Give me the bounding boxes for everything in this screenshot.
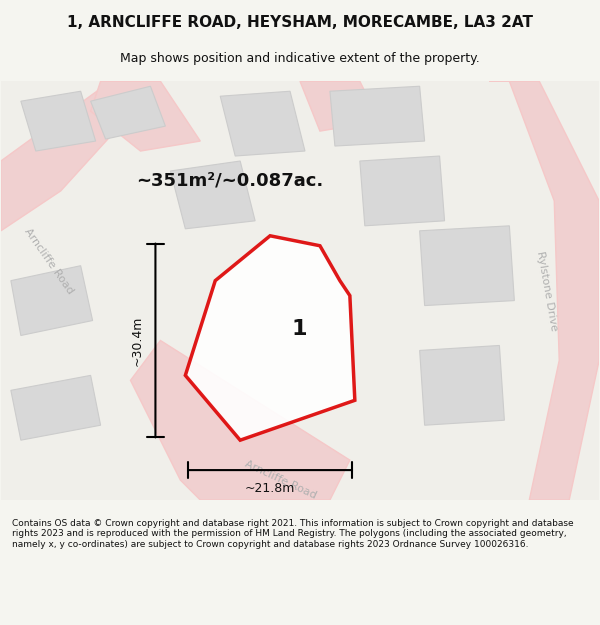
Polygon shape xyxy=(300,81,380,131)
Polygon shape xyxy=(21,91,95,151)
Polygon shape xyxy=(91,81,200,151)
Text: Arncliffe Road: Arncliffe Road xyxy=(242,459,317,501)
Text: Arncliffe Road: Arncliffe Road xyxy=(22,226,75,296)
Polygon shape xyxy=(131,341,350,500)
Text: Contains OS data © Crown copyright and database right 2021. This information is : Contains OS data © Crown copyright and d… xyxy=(12,519,574,549)
Text: ~30.4m: ~30.4m xyxy=(131,315,144,366)
Polygon shape xyxy=(185,236,355,440)
Polygon shape xyxy=(360,156,445,226)
Polygon shape xyxy=(1,81,160,231)
Polygon shape xyxy=(490,81,599,500)
Polygon shape xyxy=(330,86,425,146)
Polygon shape xyxy=(170,161,255,229)
Text: ~21.8m: ~21.8m xyxy=(245,481,295,494)
Text: Rylstone Drive: Rylstone Drive xyxy=(535,250,559,331)
Polygon shape xyxy=(419,346,505,425)
Text: ~351m²/~0.087ac.: ~351m²/~0.087ac. xyxy=(137,172,324,190)
Polygon shape xyxy=(220,91,305,156)
Polygon shape xyxy=(11,266,92,336)
Text: 1, ARNCLIFFE ROAD, HEYSHAM, MORECAMBE, LA3 2AT: 1, ARNCLIFFE ROAD, HEYSHAM, MORECAMBE, L… xyxy=(67,15,533,30)
Text: Map shows position and indicative extent of the property.: Map shows position and indicative extent… xyxy=(120,52,480,65)
Polygon shape xyxy=(11,376,101,440)
Polygon shape xyxy=(181,430,290,500)
Polygon shape xyxy=(419,226,514,306)
Polygon shape xyxy=(91,86,166,139)
Text: 1: 1 xyxy=(292,319,307,339)
